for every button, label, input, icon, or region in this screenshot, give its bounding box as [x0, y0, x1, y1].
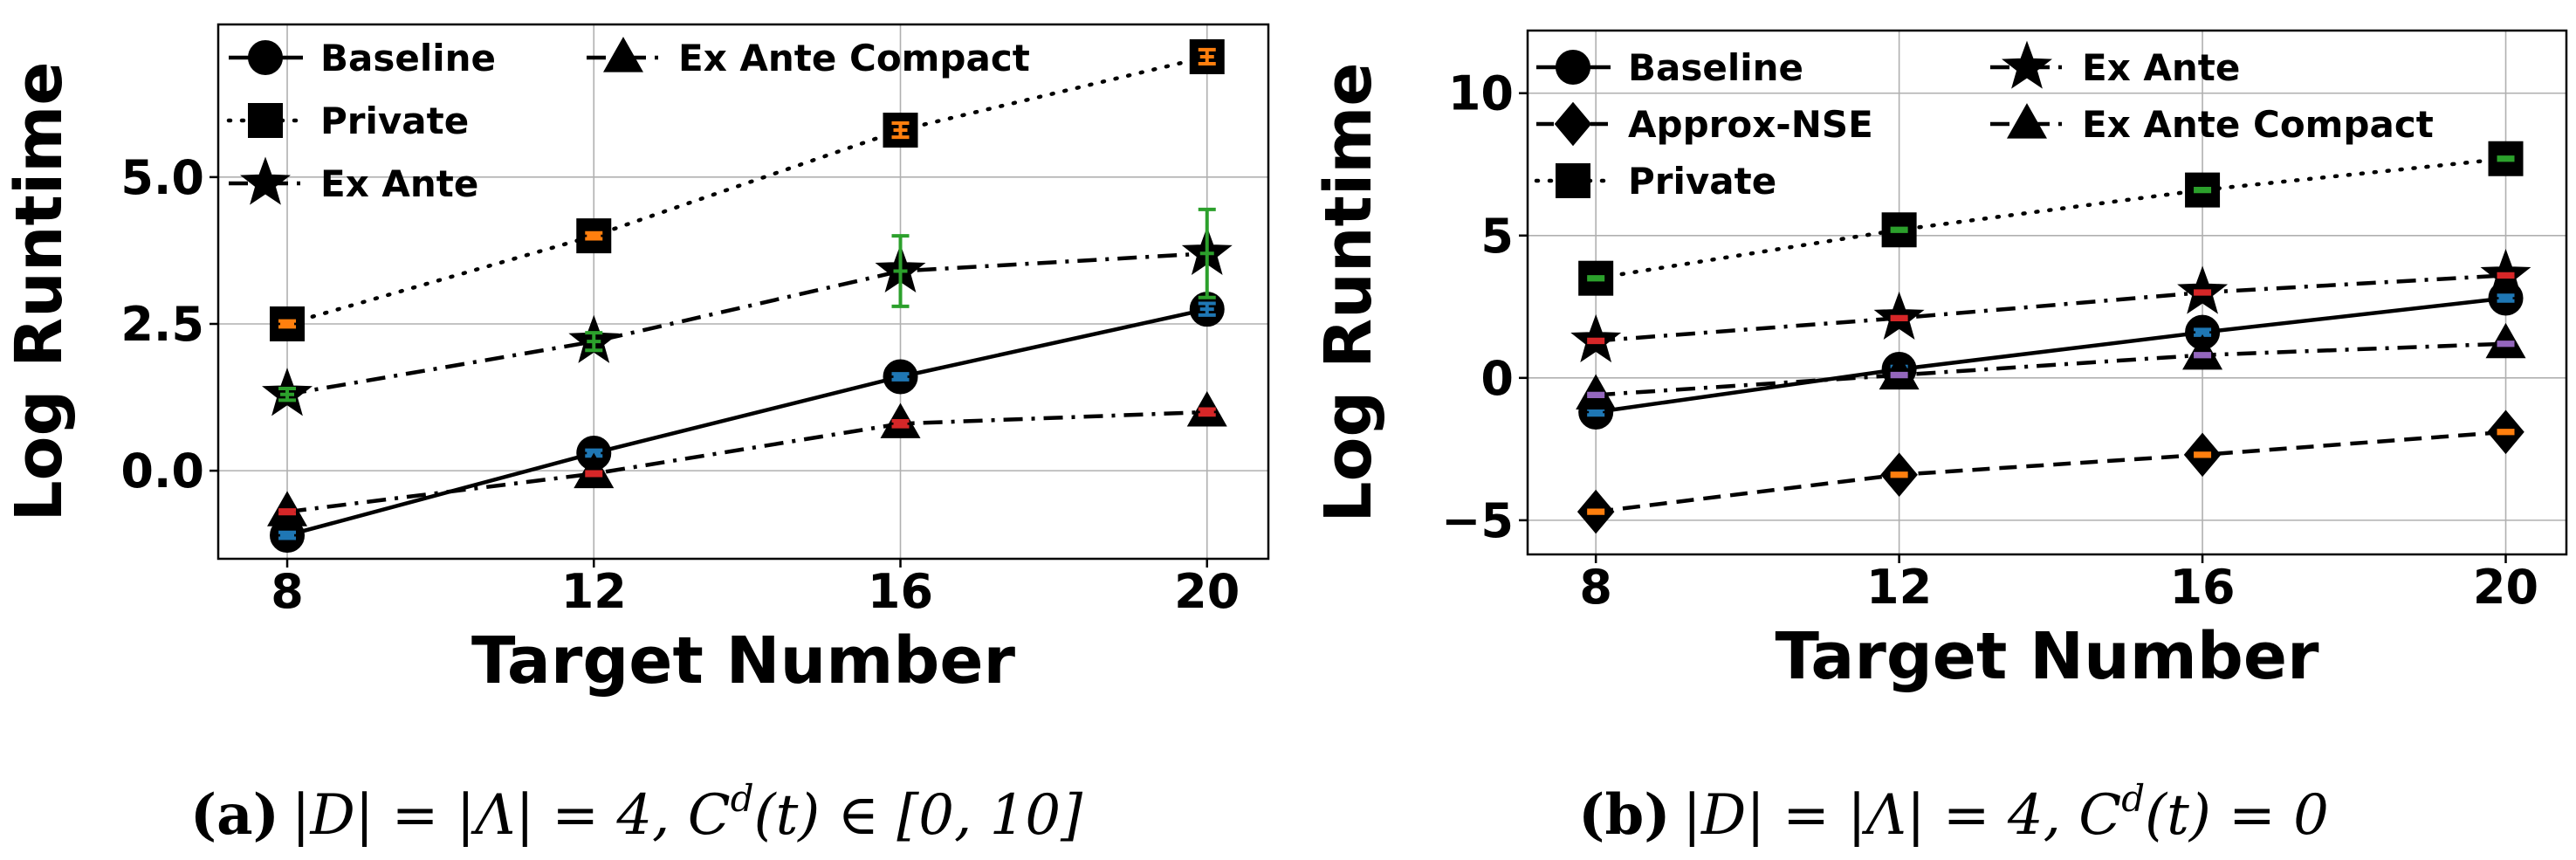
legend-label: Private: [1628, 160, 1776, 203]
caption-label: (a): [190, 782, 279, 848]
legend-label: Baseline: [1628, 46, 1803, 89]
series-line: [1595, 296, 2506, 415]
x-tick-label: 16: [2169, 560, 2235, 615]
caption-tail: (t) = 0: [2145, 783, 2329, 848]
x-tick-label: 20: [2473, 560, 2538, 615]
legend-marker: [1556, 163, 1590, 198]
y-tick-label: 0: [1480, 351, 1514, 406]
legend-marker: [603, 37, 643, 72]
series-approx-nse: [1577, 409, 2524, 534]
x-tick-label: 12: [561, 564, 627, 619]
series-ex-ante: [262, 207, 1233, 416]
y-tick-label: −5: [1441, 493, 1514, 548]
legend-marker: [2002, 40, 2052, 89]
legend: Baseline Approx-NSE Private Ex Ante Ex Ante …: [1534, 40, 2434, 203]
chart-panel-b: 8 12 16 20 −5 0 5 10 Target Number Log Runtime Bas…: [1311, 29, 2568, 848]
caption-text: |D| = |Λ| = 4, C: [292, 783, 731, 848]
data-point: [1189, 38, 1225, 74]
caption-label: (b): [1578, 782, 1670, 848]
x-tick-label: 12: [1866, 560, 1932, 615]
x-tick-label: 8: [271, 564, 304, 619]
x-tick-label: 8: [1579, 560, 1612, 615]
series-line: [286, 409, 1207, 514]
panel-caption: (a) |D| = |Λ| = 4, Cd(t) ∈ [0, 10]: [190, 777, 1083, 848]
y-tick-label: 2.5: [120, 297, 204, 352]
series-baseline: [270, 292, 1225, 554]
legend-marker: [1554, 101, 1592, 147]
y-tick-label: 0.0: [120, 444, 204, 499]
caption-sup: d: [731, 777, 754, 820]
series-ex-ante-compact: [267, 390, 1227, 526]
y-axis-label: Log Runtime: [2, 61, 77, 521]
legend-marker: [2007, 103, 2047, 139]
series-line: [286, 251, 1207, 396]
legend-marker: [248, 40, 283, 75]
legend: Baseline Private Ex Ante Ex Ante Compact: [226, 37, 1030, 205]
chart-panel-a: 8 12 16 20 0.0 2.5 5.0 Target Number Log Runtime…: [2, 23, 1270, 848]
caption-sup: d: [2121, 777, 2145, 820]
series-line: [1595, 430, 2506, 514]
legend-label: Private: [320, 100, 469, 142]
legend-label: Ex Ante Compact: [2082, 103, 2434, 146]
series-line: [1593, 156, 2508, 280]
series-line: [286, 307, 1208, 538]
series-ex-ante: [1570, 248, 2531, 363]
y-tick-label: 10: [1448, 66, 1514, 121]
caption-tail: (t) ∈ [0, 10]: [754, 783, 1084, 848]
panel-caption: (b) |D| = |Λ| = 4, Cd(t) = 0: [1578, 777, 2329, 848]
x-tick-label: 20: [1174, 564, 1240, 619]
legend-label: Ex Ante: [320, 162, 478, 205]
legend-label: Ex Ante: [2082, 46, 2240, 89]
plot-frame: [1526, 29, 2568, 556]
x-axis-label: Target Number: [471, 623, 1016, 698]
y-tick-label: 5: [1480, 209, 1514, 264]
legend-marker: [240, 156, 291, 205]
y-tick-label: 5.0: [120, 150, 204, 205]
plot-frame: [216, 23, 1270, 561]
x-tick-label: 16: [868, 564, 933, 619]
legend-label: Baseline: [320, 37, 496, 79]
legend-label: Approx-NSE: [1628, 103, 1873, 146]
series-line: [1596, 273, 2506, 343]
series-private: [270, 38, 1225, 341]
legend-marker: [1556, 50, 1590, 85]
legend-marker: [248, 103, 283, 138]
series-line: [1596, 341, 2506, 397]
x-axis-label: Target Number: [1775, 619, 2319, 694]
series-line: [285, 54, 1210, 327]
y-axis-label: Log Runtime: [1311, 62, 1386, 522]
caption-text: |D| = |Λ| = 4, C: [1682, 783, 2121, 848]
legend-label: Ex Ante Compact: [678, 37, 1030, 79]
series-private: [1578, 141, 2524, 296]
series-ex-ante-compact: [1576, 322, 2526, 409]
